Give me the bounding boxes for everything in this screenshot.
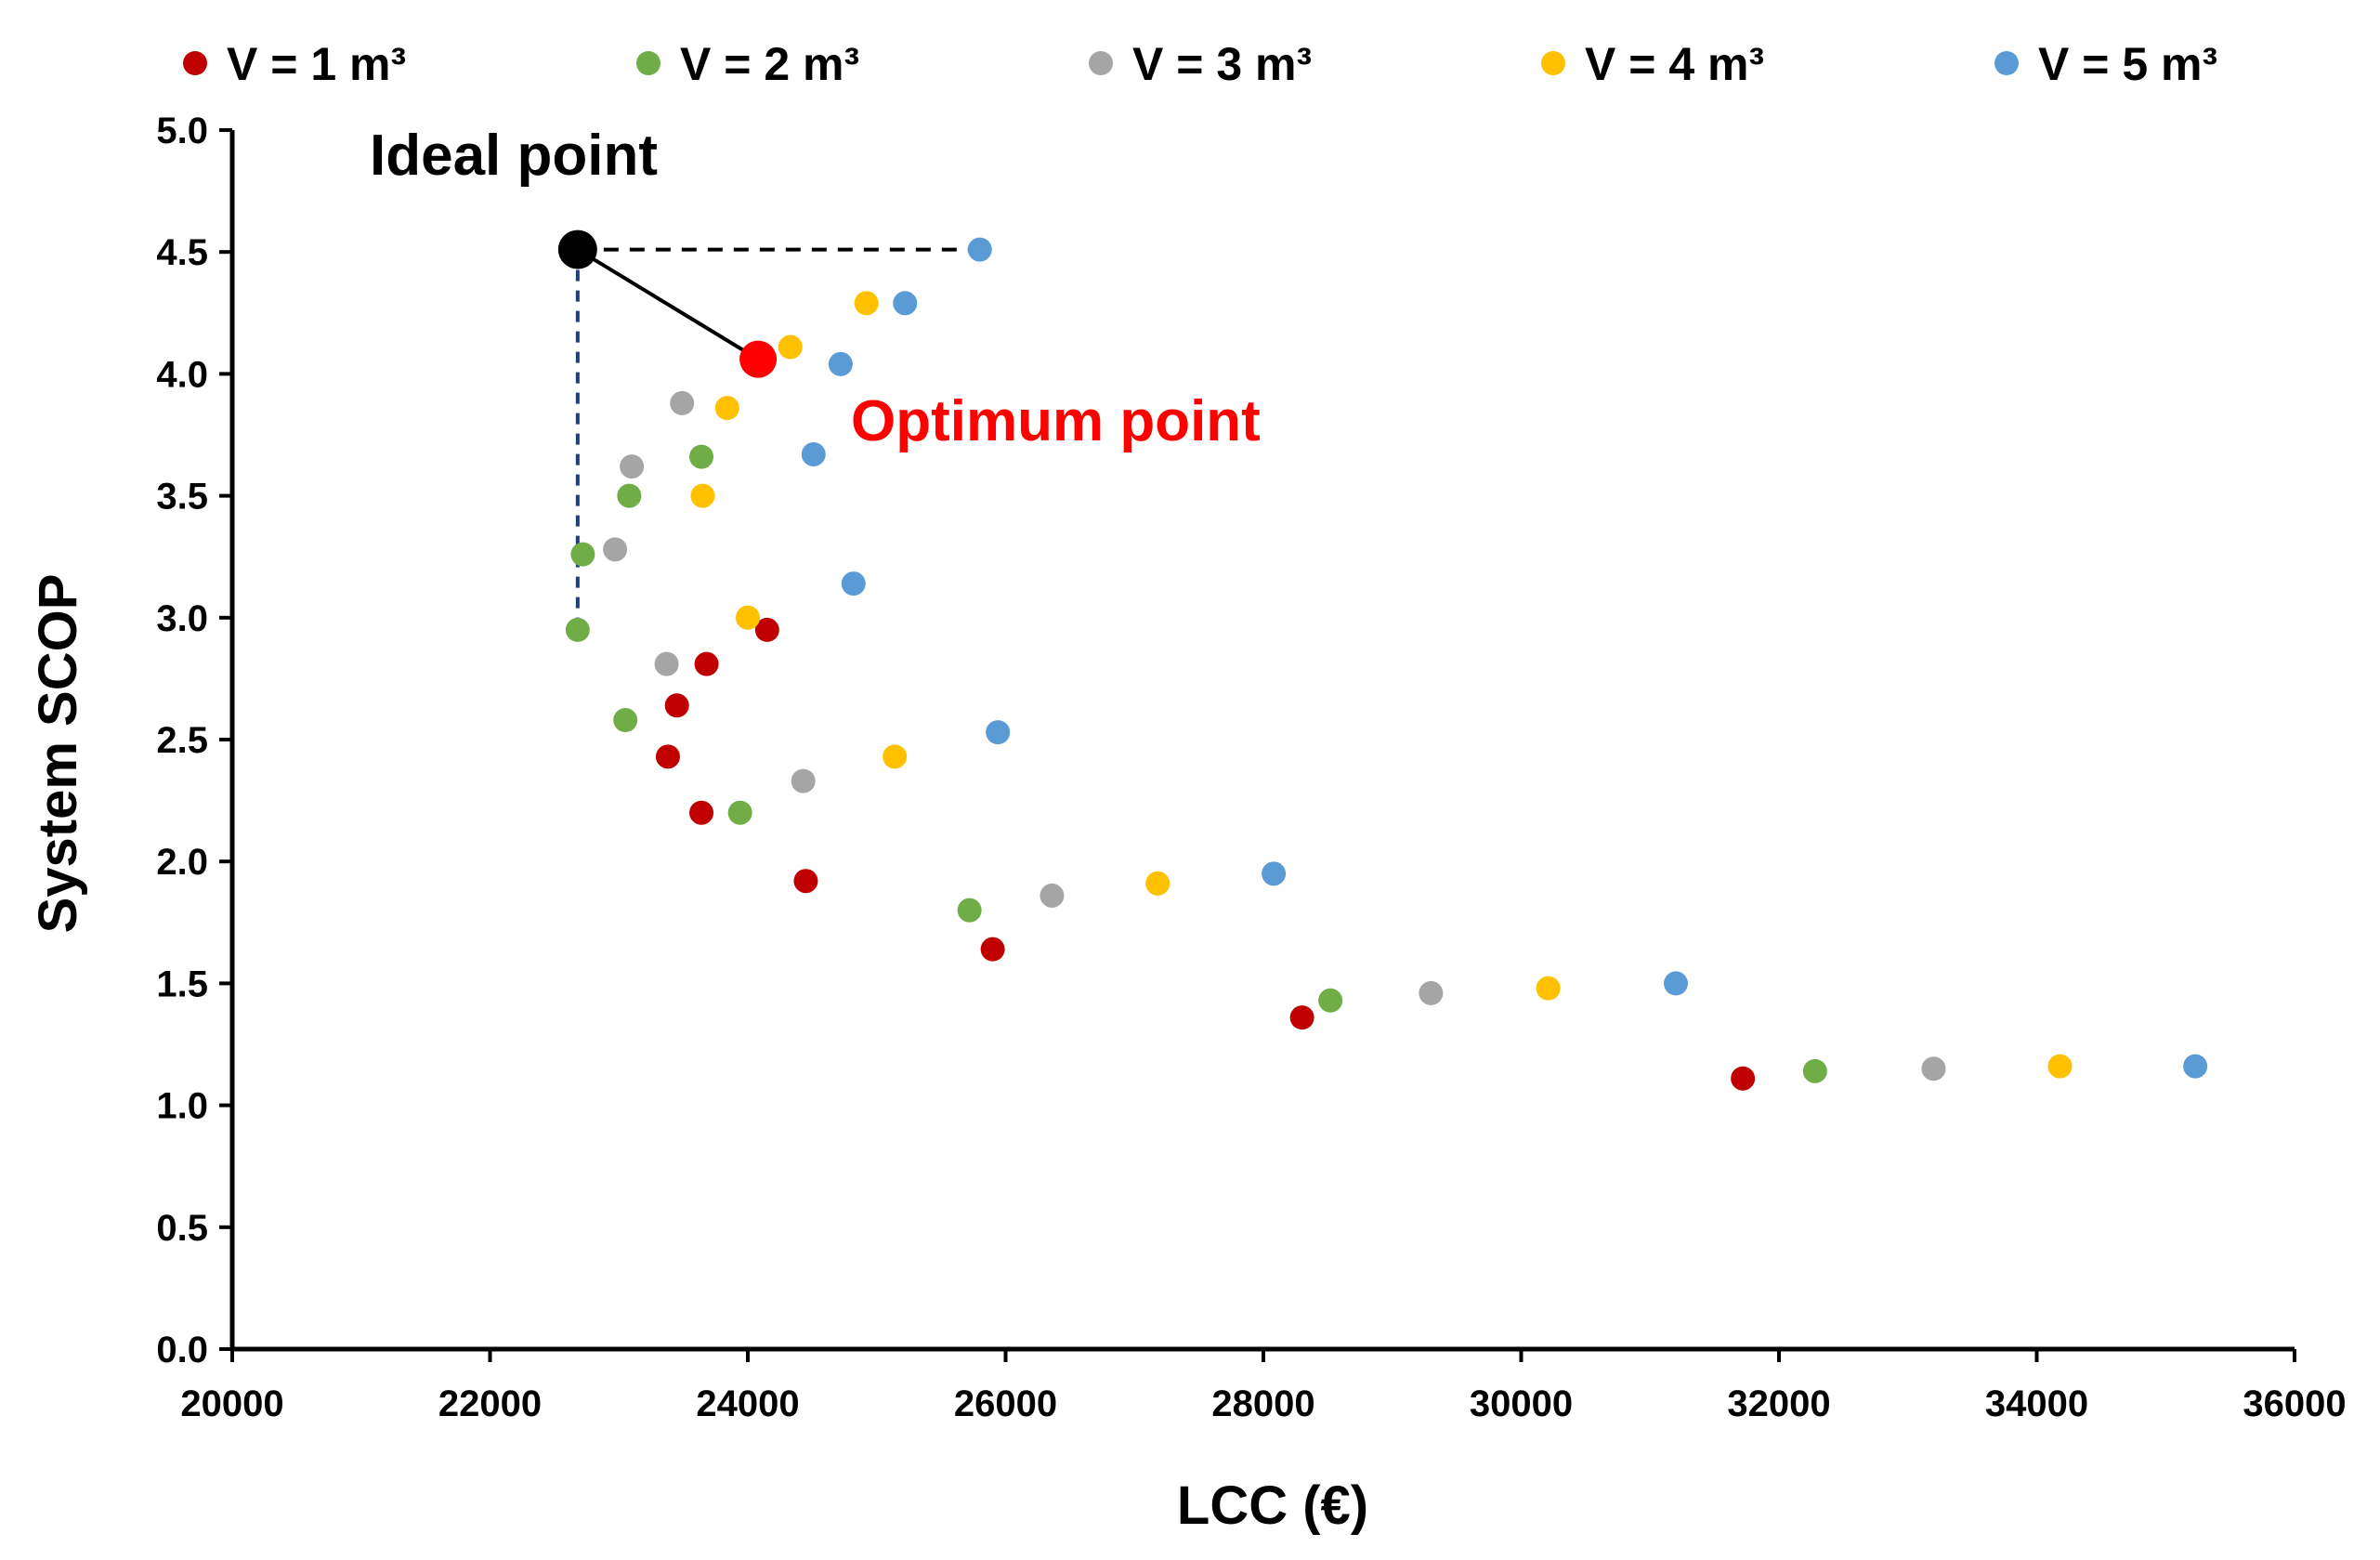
data-point <box>778 334 803 360</box>
x-tick-label: 34000 <box>1985 1383 2088 1424</box>
x-tick-label: 22000 <box>438 1383 542 1424</box>
data-point <box>714 396 739 421</box>
legend-label: V = 1 m³ <box>227 38 406 90</box>
data-point <box>841 571 866 596</box>
ideal-point-label: Ideal point <box>370 124 658 188</box>
x-tick-labels: 20000 22000 24000 26000 28000 30000 32000 34000… <box>180 1349 2347 1424</box>
data-point <box>655 744 680 769</box>
data-point <box>570 542 595 567</box>
data-point <box>654 651 679 676</box>
data-point <box>1289 1005 1314 1030</box>
x-tick-label: 24000 <box>696 1383 799 1424</box>
data-point <box>791 768 816 793</box>
data-point <box>1145 871 1170 896</box>
y-tick-label: 4.0 <box>156 354 208 395</box>
y-tick-label: 3.0 <box>156 598 208 639</box>
data-point <box>565 617 590 642</box>
data-point <box>736 605 760 630</box>
data-point <box>893 291 918 316</box>
data-point <box>617 483 642 508</box>
data-point <box>690 483 715 508</box>
optimum-point-label: Optimum point <box>851 389 1261 453</box>
data-point <box>1731 1066 1756 1091</box>
y-tick-label: 3.5 <box>156 477 208 518</box>
data-point <box>986 720 1011 745</box>
data-point <box>694 651 719 676</box>
data-point <box>883 744 908 769</box>
legend-marker <box>636 51 660 75</box>
data-point <box>1318 988 1343 1013</box>
legend-marker <box>183 51 207 75</box>
legend-label: V = 3 m³ <box>1132 38 1312 90</box>
data-point <box>1040 883 1065 908</box>
legend-label: V = 5 m³ <box>2038 38 2217 90</box>
data-point <box>1664 971 1688 996</box>
data-point <box>670 390 695 415</box>
guide-lines <box>575 247 980 630</box>
data-point <box>1536 976 1561 1001</box>
data-point <box>689 444 714 469</box>
y-tick-label: 0.5 <box>156 1208 208 1249</box>
legend-label: V = 2 m³ <box>680 38 859 90</box>
x-tick-label: 20000 <box>180 1383 283 1424</box>
x-tick-label: 32000 <box>1727 1383 1830 1424</box>
data-point <box>689 800 714 825</box>
x-axis-title: LCC (€) <box>1177 1475 1368 1536</box>
y-tick-label: 2.5 <box>156 720 208 761</box>
data-point <box>2047 1054 2073 1079</box>
y-tick-label: 5.0 <box>156 111 208 151</box>
y-tick-labels: 0.0 0.5 1.0 1.5 2.0 2.5 3.0 3.5 4.0 4.5 5.0 <box>156 111 232 1370</box>
legend: V = 1 m³ V = 2 m³ V = 3 m³ V = 4 m³ V = 5 m³ <box>183 38 2217 90</box>
data-point <box>1262 861 1287 886</box>
data-point <box>664 693 689 718</box>
data-point <box>793 869 818 894</box>
legend-marker <box>1089 51 1113 75</box>
legend-marker <box>1541 51 1565 75</box>
data-point <box>854 291 879 316</box>
data-point <box>957 898 982 923</box>
y-tick-label: 0.0 <box>156 1330 208 1370</box>
y-tick-label: 2.0 <box>156 842 208 883</box>
y-tick-label: 1.0 <box>156 1086 208 1127</box>
data-point <box>828 351 853 376</box>
optimum-point-marker <box>739 340 778 378</box>
data-point <box>980 937 1005 962</box>
data-point <box>967 237 992 262</box>
x-tick-label: 28000 <box>1211 1383 1314 1424</box>
y-tick-label: 4.5 <box>156 232 208 273</box>
data-point <box>801 441 826 466</box>
annotations: Ideal point Optimum point <box>370 124 1261 453</box>
legend-marker <box>1994 51 2019 75</box>
ideal-point-marker <box>557 229 597 269</box>
data-point <box>1419 980 1444 1005</box>
data-point <box>754 617 779 642</box>
x-tick-label: 36000 <box>2243 1383 2346 1424</box>
data-point <box>603 537 628 562</box>
data-point <box>613 708 638 733</box>
y-axis-title: System SCOP <box>28 574 88 934</box>
data-point <box>620 454 645 479</box>
x-tick-label: 30000 <box>1470 1383 1573 1424</box>
legend-label: V = 4 m³ <box>1585 38 1764 90</box>
data-points <box>565 237 2208 1091</box>
ideal-to-optimum-line <box>576 247 760 361</box>
data-point <box>1802 1058 1827 1083</box>
data-point <box>1921 1056 1946 1082</box>
data-point <box>727 800 752 825</box>
axes <box>229 130 2295 1352</box>
x-tick-label: 26000 <box>954 1383 1057 1424</box>
y-tick-label: 1.5 <box>156 964 208 1004</box>
data-point <box>2183 1054 2208 1079</box>
